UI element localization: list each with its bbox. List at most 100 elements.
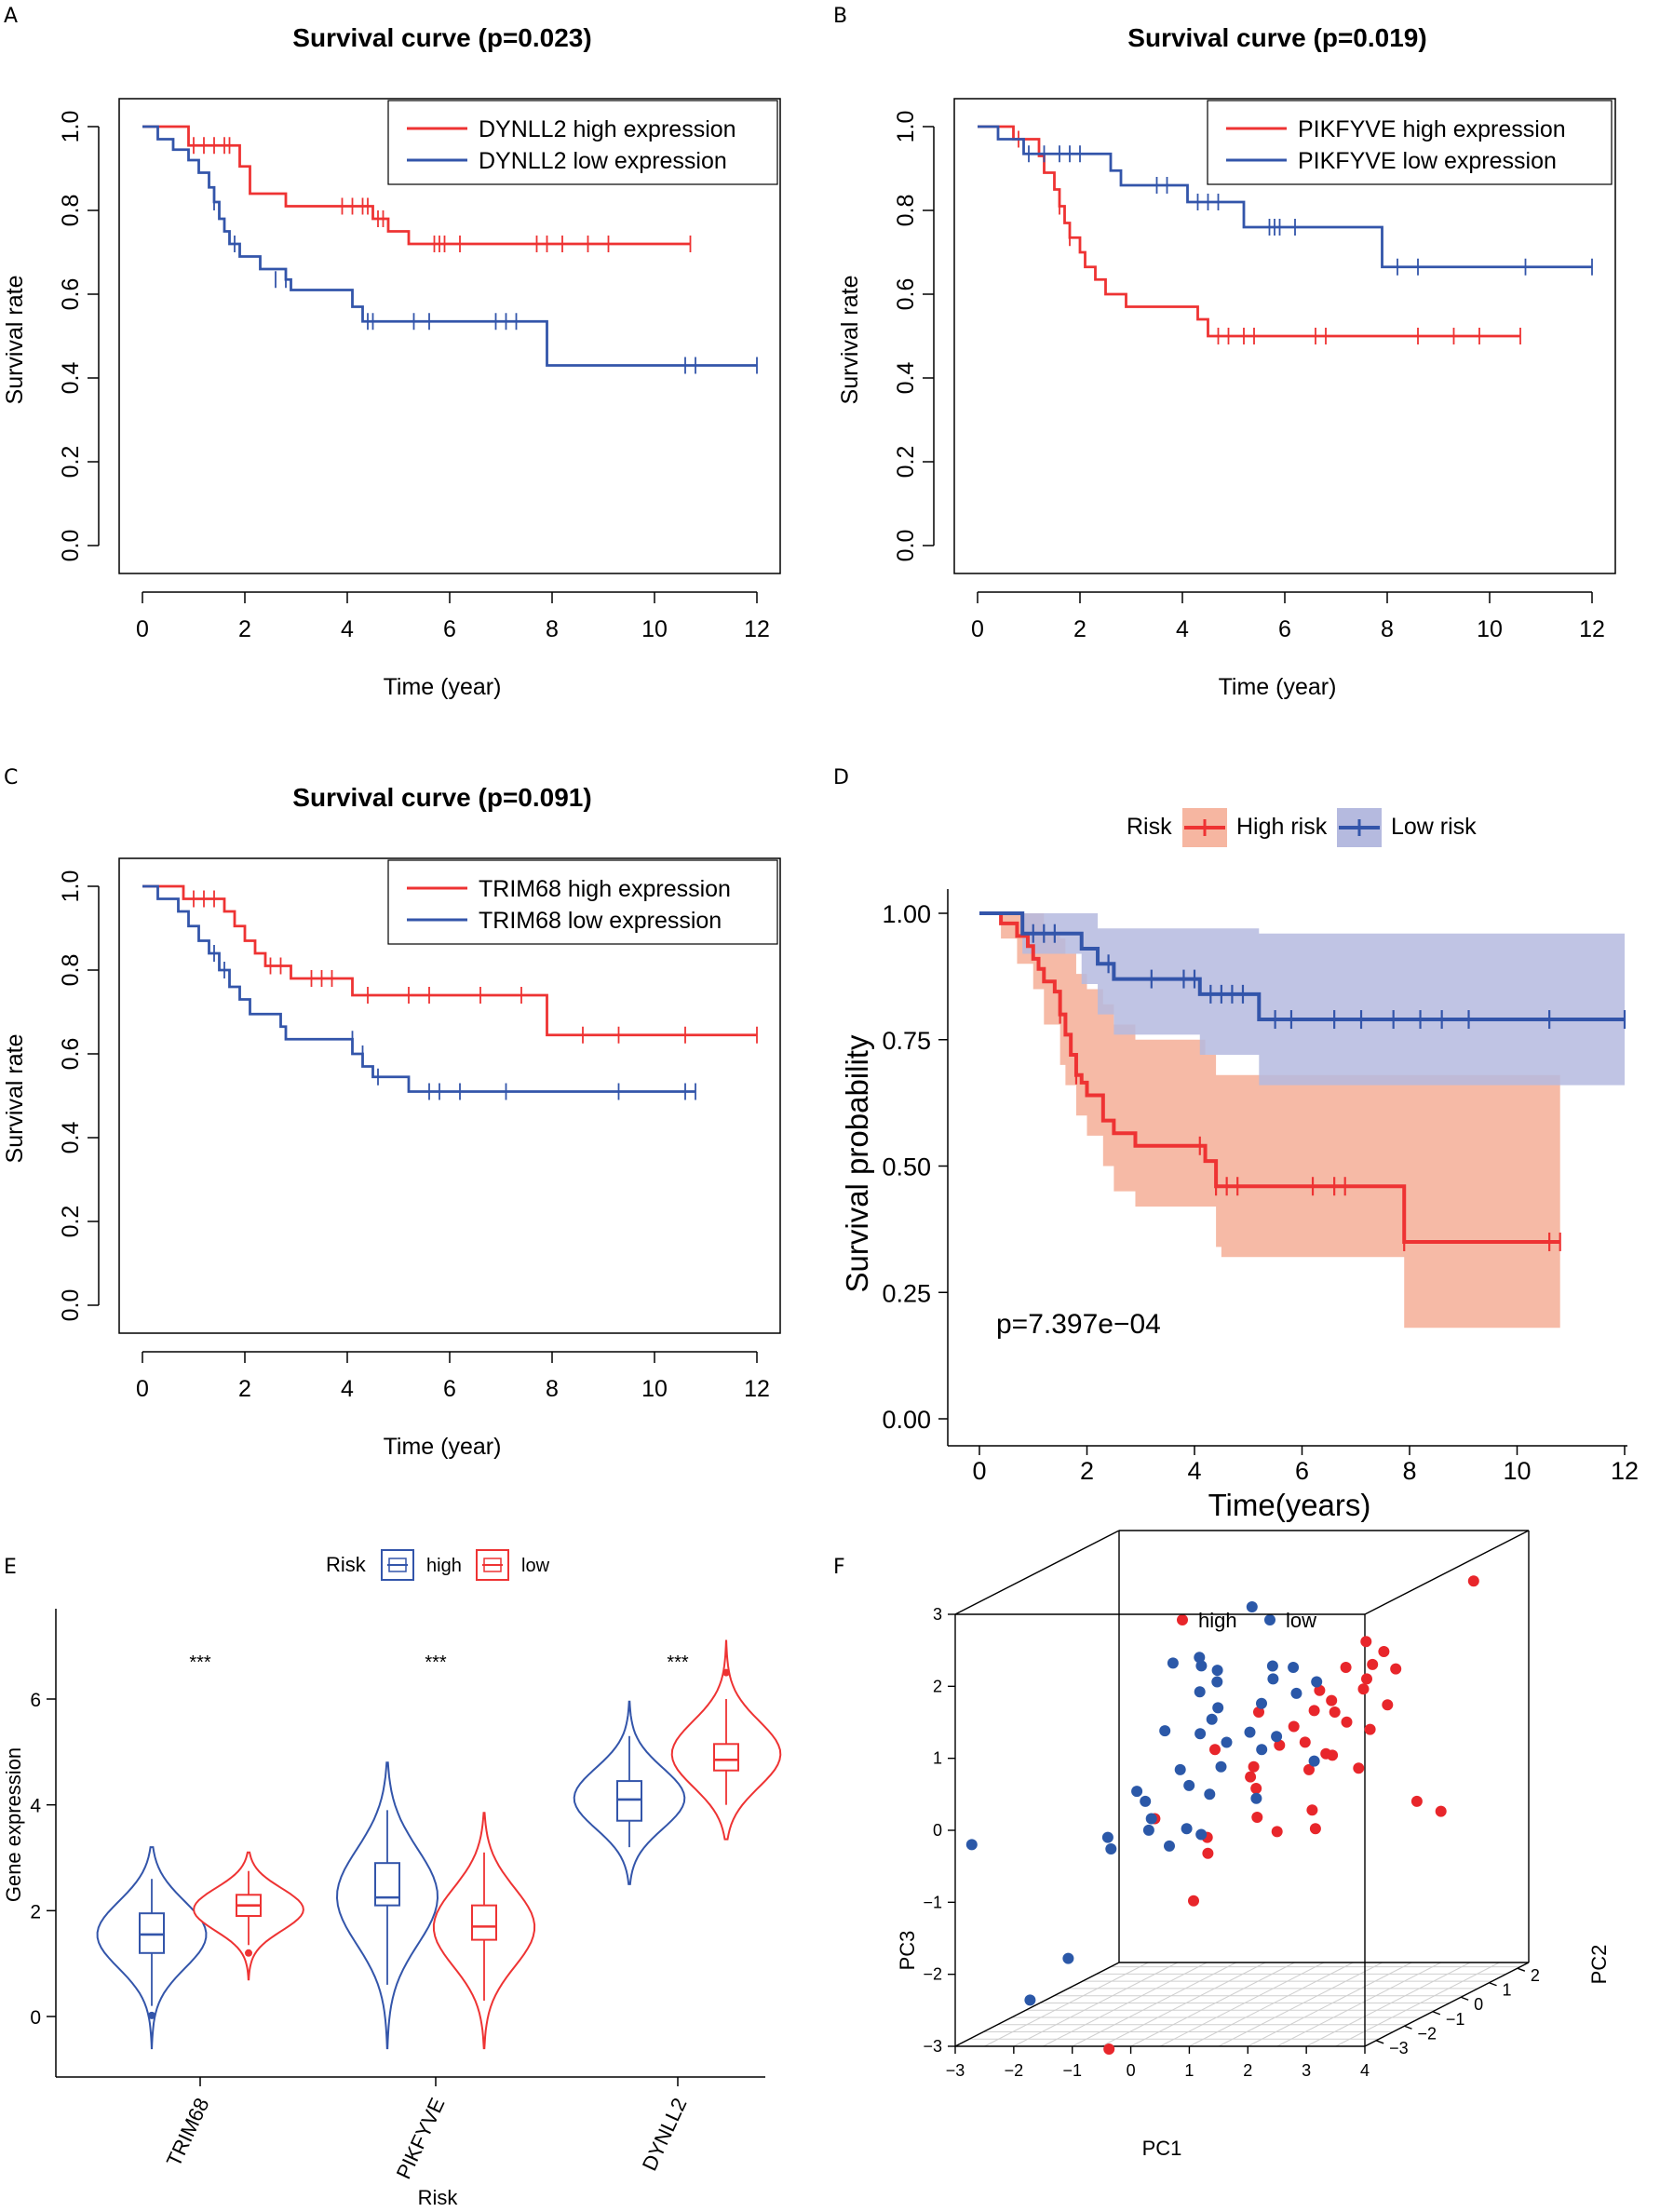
x-tick-label: 6 <box>443 1376 456 1402</box>
z-tick <box>1489 1982 1497 1987</box>
y-tick-label: 0.0 <box>58 1289 84 1322</box>
point-low <box>1062 1952 1074 1964</box>
panel-c-y-ticks: 0.0 0.2 0.4 0.6 0.8 1.0 <box>58 870 100 1322</box>
panel-b-y-ticks: 0.0 0.2 0.4 0.6 0.8 1.0 <box>893 111 935 561</box>
box-edge <box>1364 1962 1530 2047</box>
point-low <box>1250 1792 1262 1804</box>
y-tick-label: 0.0 <box>58 530 84 562</box>
panel-a-legend-box <box>387 100 778 185</box>
x-tick-label: 0 <box>972 1457 986 1485</box>
y-tick-label: 0.6 <box>893 278 919 311</box>
y-tick-label: 0.2 <box>893 446 919 479</box>
legend-dot-low <box>1264 1614 1275 1625</box>
panel-b-x-ticks: 0 2 4 6 8 10 12 <box>971 591 1605 642</box>
y-tick-label: 1.00 <box>882 900 931 928</box>
panel-e-legend-title: Risk <box>326 1553 367 1576</box>
point-low <box>1164 1840 1175 1852</box>
floor-grid-line <box>984 1962 1149 2047</box>
panel-d-legend-title: Risk <box>1127 814 1172 840</box>
point-low <box>1024 1994 1036 2006</box>
point-high <box>1309 1823 1321 1835</box>
significance-label: *** <box>425 1652 447 1673</box>
point-high <box>1308 1705 1320 1717</box>
panel-e-x-ticks: TRIM68 PIKFYVE DYNLL2 <box>162 2077 692 2182</box>
z-tick-label: 0 <box>1474 1995 1483 2014</box>
point-low <box>1194 1728 1207 1740</box>
x-tick-label: 4 <box>341 1376 354 1402</box>
panel-b-plot-area <box>978 125 1593 344</box>
km-curve-low <box>142 884 695 1093</box>
panel-b: B Survival curve (p=0.019) 0 2 4 6 8 10 12 0.0… <box>833 5 1616 700</box>
outlier-point <box>245 1949 252 1957</box>
panel-a-plot-frame <box>118 98 781 574</box>
point-low <box>1194 1686 1206 1698</box>
point-low <box>1204 1788 1216 1801</box>
box-iqr <box>616 1780 642 1822</box>
y-tick-label: −1 <box>923 1893 942 1911</box>
y-tick-label: 0.75 <box>882 1027 931 1055</box>
panel-b-legend-box <box>1207 100 1613 185</box>
point-high <box>1209 1744 1221 1756</box>
floor-grid-line <box>1159 1962 1325 2047</box>
panel-a-x-ticks: 0 2 4 6 8 10 12 <box>136 591 770 642</box>
point-low <box>1105 1843 1117 1855</box>
y-tick-label: 0.4 <box>58 1122 84 1154</box>
legend-dot-high <box>1177 1614 1188 1625</box>
point-high <box>1253 1706 1264 1718</box>
floor-grid-line <box>1130 1962 1295 2047</box>
x-tick-label: 2 <box>1080 1457 1094 1485</box>
y-tick-label: 3 <box>933 1605 942 1624</box>
z-tick-label: −2 <box>1417 2024 1437 2043</box>
x-tick-label: 12 <box>744 616 770 642</box>
point-high <box>1326 1694 1338 1706</box>
panel-e-x-label: Risk <box>418 2186 459 2209</box>
x-tick-label: 12 <box>744 1376 770 1402</box>
point-high <box>1251 1812 1263 1823</box>
panel-e-legend: Risk high low <box>326 1549 550 1581</box>
point-low <box>1195 1660 1208 1672</box>
panel-b-title: Survival curve (p=0.019) <box>1127 23 1426 52</box>
x-tick-label: 10 <box>1477 616 1503 642</box>
panel-b-plot-frame <box>953 98 1616 574</box>
z-tick <box>1404 2025 1412 2030</box>
panel-c-legend: TRIM68 high expression TRIM68 low expres… <box>387 859 778 945</box>
x-tick-label: 10 <box>1503 1457 1531 1485</box>
point-high <box>1303 1763 1315 1775</box>
floor-grid-line <box>1043 1962 1208 2047</box>
point-high <box>1329 1706 1341 1718</box>
panel-a: A Survival curve (p=0.023) 0 2 4 6 8 10 12 0.0… <box>2 5 781 700</box>
box-edge <box>1364 1530 1530 1615</box>
panel-c-x-label: Time (year) <box>384 1434 502 1460</box>
y-tick-label: 6 <box>30 1690 41 1711</box>
panel-d-pvalue: p=7.397e−04 <box>996 1309 1161 1340</box>
y-tick-label: −2 <box>923 1965 942 1984</box>
x-tick-label: 4 <box>341 616 354 642</box>
z-tick-label: 2 <box>1531 1966 1540 1985</box>
point-high <box>1274 1739 1286 1751</box>
point-high <box>1361 1673 1372 1685</box>
y-tick-label: 0.8 <box>58 954 84 987</box>
x-tick-label: 2 <box>238 1376 251 1402</box>
panel-d-legend-low: Low risk <box>1391 814 1477 840</box>
panel-c-legend-low: TRIM68 low expression <box>479 908 722 934</box>
panel-b-legend-high: PIKFYVE high expression <box>1298 116 1566 142</box>
y-tick-label: 4 <box>30 1796 41 1817</box>
point-low <box>1167 1657 1179 1669</box>
x-tick-label: 6 <box>443 616 456 642</box>
panel-f-legend-low: low <box>1286 1609 1316 1632</box>
x-tick-label: 12 <box>1611 1457 1639 1485</box>
box-edge <box>954 1530 1120 1615</box>
panel-d-x-ticks: 0 2 4 6 8 10 12 <box>972 1446 1639 1485</box>
legend-box-high <box>381 1549 414 1581</box>
panel-f-y-label: PC3 <box>896 1931 919 1971</box>
box-edge <box>954 1962 1120 2047</box>
floor-grid-line <box>1013 1962 1179 2047</box>
panel-label-a: A <box>4 5 18 28</box>
point-high <box>1367 1658 1379 1670</box>
panel-c: C Survival curve (p=0.091) 0 2 4 6 8 10 12 0.0… <box>2 766 781 1460</box>
outlier-point <box>148 2011 155 2019</box>
point-low <box>1206 1713 1218 1725</box>
panel-b-legend: PIKFYVE high expression PIKFYVE low expr… <box>1207 100 1613 185</box>
